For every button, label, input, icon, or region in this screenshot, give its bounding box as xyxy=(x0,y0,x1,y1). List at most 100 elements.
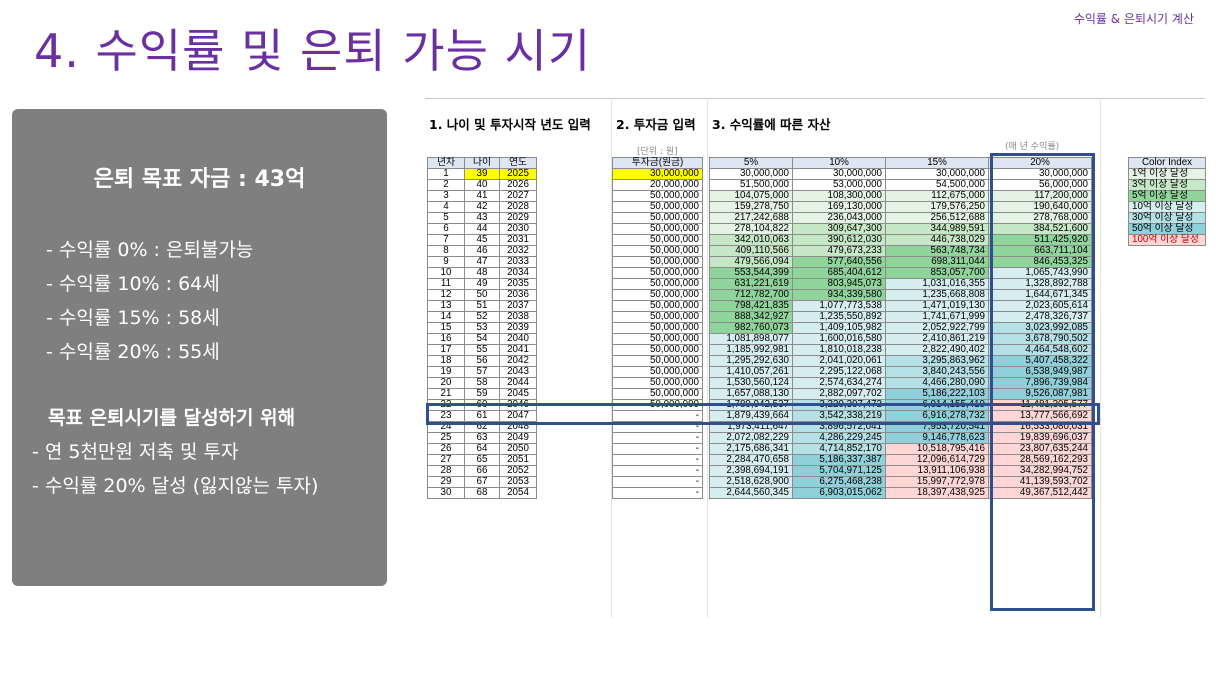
header-investment: 투자금(원금) xyxy=(612,157,703,169)
cell-rate-15: 1,741,671,999 xyxy=(885,311,989,323)
cell-year-count: 19 xyxy=(427,366,465,378)
cell-rate-5: 2,284,470,658 xyxy=(709,454,793,466)
assets-by-rate-table: 5% 10% 15% 20% 30,000,000 30,000,000 30,00… xyxy=(709,157,1092,499)
cell-rate-15: 1,235,668,808 xyxy=(885,289,989,301)
section-age-input: 1. 나이 및 투자시작 년도 입력 xyxy=(429,117,591,132)
cell-rate-15: 12,096,614,729 xyxy=(885,454,989,466)
rate-label: (매 년 수익률) xyxy=(1005,142,1060,152)
cell-investment: - xyxy=(612,465,703,477)
cell-rate-10: 169,130,000 xyxy=(792,201,886,213)
table-row: 20,000,000 xyxy=(612,179,703,191)
cell-investment: 50,000,000 xyxy=(612,212,703,224)
table-row: 3 41 2027 xyxy=(427,190,537,202)
table-row: - xyxy=(612,432,703,444)
cell-rate-20: 7,896,739,984 xyxy=(988,377,1092,389)
cell-age: 65 xyxy=(464,454,500,466)
table-row: 9 47 2033 xyxy=(427,256,537,268)
cell-year-count: 10 xyxy=(427,267,465,279)
cell-investment: 50,000,000 xyxy=(612,267,703,279)
table-row: 1,295,292,630 2,041,020,061 3,295,863,962 5… xyxy=(709,355,1092,367)
table-row: 50,000,000 xyxy=(612,377,703,389)
table-row: 30,000,000 30,000,000 30,000,000 30,000,000 xyxy=(709,168,1092,180)
cell-investment: 20,000,000 xyxy=(612,179,703,191)
cell-rate-20: 56,000,000 xyxy=(988,179,1092,191)
legend-item: 1억 이상 달성 xyxy=(1128,168,1206,180)
cell-rate-20: 3,678,790,502 xyxy=(988,333,1092,345)
cell-age: 50 xyxy=(464,289,500,301)
cell-year: 2045 xyxy=(499,388,537,400)
table-row: - xyxy=(612,487,703,499)
cell-year-count: 7 xyxy=(427,234,465,246)
cell-year-count: 29 xyxy=(427,476,465,488)
cell-year: 2044 xyxy=(499,377,537,389)
rate-item-0: - 수익률 0% : 은퇴불가능 xyxy=(46,239,254,261)
cell-year: 2054 xyxy=(499,487,537,499)
cell-year: 2042 xyxy=(499,355,537,367)
cell-rate-5: 2,518,628,900 xyxy=(709,476,793,488)
legend-row: 10억 이상 달성 xyxy=(1128,201,1206,213)
cell-rate-20: 3,023,992,085 xyxy=(988,322,1092,334)
cell-year: 2050 xyxy=(499,443,537,455)
investment-table: 투자금(원금) 30,000,000 20,000,000 50,000,000 50… xyxy=(612,157,703,499)
cell-age: 66 xyxy=(464,465,500,477)
table-row: 1,879,439,664 3,542,338,219 6,916,278,732 1… xyxy=(709,410,1092,422)
cell-investment: 50,000,000 xyxy=(612,377,703,389)
table-row: 5 43 2029 xyxy=(427,212,537,224)
table-row: 21 59 2045 xyxy=(427,388,537,400)
cell-rate-15: 1,471,019,130 xyxy=(885,300,989,312)
cell-rate-15: 6,014,155,419 xyxy=(885,399,989,411)
cell-year: 2035 xyxy=(499,278,537,290)
cell-year: 2028 xyxy=(499,201,537,213)
cell-investment: 50,000,000 xyxy=(612,344,703,356)
table-row: 50,000,000 xyxy=(612,399,703,411)
cell-year: 2041 xyxy=(499,344,537,356)
cell-rate-5: 217,242,688 xyxy=(709,212,793,224)
header-rate-5: 5% xyxy=(709,157,793,169)
table-row: 50,000,000 xyxy=(612,245,703,257)
cell-rate-20: 13,777,566,692 xyxy=(988,410,1092,422)
table-row: 342,010,063 390,612,030 446,738,029 511,425… xyxy=(709,234,1092,246)
cell-age: 56 xyxy=(464,355,500,367)
cell-rate-20: 30,000,000 xyxy=(988,168,1092,180)
cell-investment: 50,000,000 xyxy=(612,399,703,411)
cell-year-count: 23 xyxy=(427,410,465,422)
cell-rate-15: 446,738,029 xyxy=(885,234,989,246)
section-assets: 3. 수익률에 따른 자산 xyxy=(712,117,831,132)
cell-rate-20: 663,711,104 xyxy=(988,245,1092,257)
table-row: - xyxy=(612,443,703,455)
cell-rate-10: 4,286,229,245 xyxy=(792,432,886,444)
cell-rate-20: 9,526,087,981 xyxy=(988,388,1092,400)
table-row: 24 62 2048 xyxy=(427,421,537,433)
cell-rate-5: 104,075,000 xyxy=(709,190,793,202)
cell-rate-10: 108,300,000 xyxy=(792,190,886,202)
age-year-table: 년차 나이 연도 1 39 2025 2 40 2026 3 41 2027 4 42 2028 5 43… xyxy=(427,157,537,499)
cell-year: 2048 xyxy=(499,421,537,433)
cell-rate-5: 51,500,000 xyxy=(709,179,793,191)
cell-investment: 50,000,000 xyxy=(612,333,703,345)
table-row: - xyxy=(612,421,703,433)
cell-rate-10: 2,574,634,274 xyxy=(792,377,886,389)
cell-rate-20: 190,640,000 xyxy=(988,201,1092,213)
table-row: 2,072,082,229 4,286,229,245 9,146,778,623 1… xyxy=(709,432,1092,444)
cell-year-count: 2 xyxy=(427,179,465,191)
cell-age: 39 xyxy=(464,168,500,180)
cell-year: 2036 xyxy=(499,289,537,301)
cell-rate-20: 384,521,600 xyxy=(988,223,1092,235)
cell-investment: 50,000,000 xyxy=(612,223,703,235)
cell-year: 2046 xyxy=(499,399,537,411)
legend-item: 50억 이상 달성 xyxy=(1128,223,1206,235)
table-row: 2,644,560,345 6,903,015,062 18,397,438,925… xyxy=(709,487,1092,499)
table-row: 23 61 2047 xyxy=(427,410,537,422)
cell-rate-20: 846,453,325 xyxy=(988,256,1092,268)
cell-investment: - xyxy=(612,487,703,499)
legend-row: 3억 이상 달성 xyxy=(1128,179,1206,191)
cell-rate-20: 278,768,000 xyxy=(988,212,1092,224)
cell-year-count: 6 xyxy=(427,223,465,235)
cell-rate-15: 2,822,490,402 xyxy=(885,344,989,356)
table-row: 14 52 2038 xyxy=(427,311,537,323)
cell-rate-20: 5,407,458,322 xyxy=(988,355,1092,367)
cell-investment: 50,000,000 xyxy=(612,289,703,301)
cell-rate-10: 30,000,000 xyxy=(792,168,886,180)
cell-year: 2047 xyxy=(499,410,537,422)
cell-rate-5: 409,110,566 xyxy=(709,245,793,257)
